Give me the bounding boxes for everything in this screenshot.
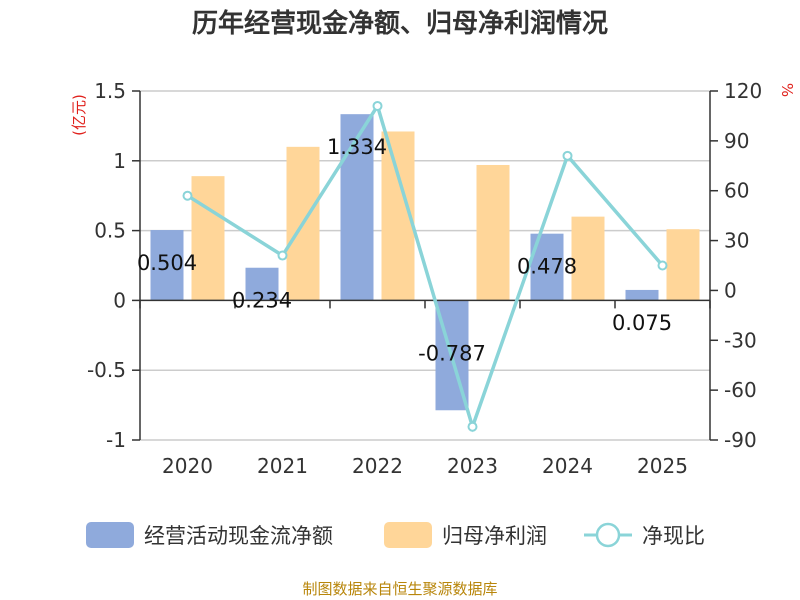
net-profit-bar-2020 bbox=[191, 176, 225, 301]
left-tick-label: -1 bbox=[106, 428, 126, 452]
cash-flow-bar-2020 bbox=[150, 230, 184, 301]
legend-swatch-cash-flow bbox=[86, 522, 134, 548]
left-tick-label: 0.5 bbox=[94, 219, 126, 243]
ratio-line-series bbox=[182, 100, 668, 433]
source-note: 制图数据来自恒生聚源数据库 bbox=[302, 580, 497, 598]
right-tick-label: 30 bbox=[724, 229, 749, 253]
left-tick-label: -0.5 bbox=[87, 358, 126, 382]
cash-flow-bar-2025 bbox=[625, 289, 659, 301]
legend-label-ratio: 净现比 bbox=[642, 524, 705, 548]
cash-flow-bar-2021 bbox=[245, 267, 279, 301]
ratio-point-2021 bbox=[277, 250, 288, 261]
left-axis-unit: (亿元) bbox=[70, 94, 88, 136]
right-tick-label: -30 bbox=[724, 328, 757, 352]
left-tick-label: 0 bbox=[113, 288, 126, 312]
right-axis-unit: % bbox=[778, 83, 796, 97]
x-tick-label-2021: 2021 bbox=[257, 454, 308, 478]
right-tick-label: 0 bbox=[724, 278, 737, 302]
right-tick-label: -60 bbox=[724, 378, 757, 402]
cash-flow-label-2025: 0.075 bbox=[612, 311, 672, 335]
ratio-point-2020 bbox=[182, 190, 193, 201]
net-profit-bar-2024 bbox=[571, 216, 605, 301]
right-tick-label: 60 bbox=[724, 179, 749, 203]
net-profit-bar-2023 bbox=[476, 164, 510, 301]
legend-swatch-net-profit bbox=[384, 522, 432, 548]
legend-label-net-profit: 归母净利润 bbox=[442, 524, 547, 548]
data-labels: 0.504 0.234 1.334 -0.787 0.478 0.075 bbox=[137, 135, 672, 365]
x-tick-label-2025: 2025 bbox=[637, 454, 688, 478]
ratio-line bbox=[186, 101, 664, 433]
left-tick-label: 1.5 bbox=[94, 79, 126, 103]
cash-flow-label-2023: -0.787 bbox=[418, 341, 486, 365]
chart-title: 历年经营现金净额、归母净利润情况 bbox=[192, 8, 608, 39]
net-profit-bar-2025 bbox=[666, 229, 700, 301]
cash-flow-label-2024: 0.478 bbox=[517, 255, 577, 279]
right-tick-label: 120 bbox=[724, 79, 762, 103]
ratio-point-2024 bbox=[562, 150, 573, 161]
right-tick-label: -90 bbox=[724, 428, 757, 452]
cash-flow-label-2020: 0.504 bbox=[137, 251, 197, 275]
ratio-point-2023 bbox=[467, 421, 478, 432]
left-tick-label: 1 bbox=[113, 149, 126, 173]
legend-marker-ratio bbox=[595, 522, 621, 548]
ratio-point-2022 bbox=[372, 100, 383, 111]
x-tick-label-2024: 2024 bbox=[542, 454, 593, 478]
x-tick-label-2022: 2022 bbox=[352, 454, 403, 478]
cash-flow-bar-2022 bbox=[340, 114, 374, 301]
x-tick-label-2020: 2020 bbox=[162, 454, 213, 478]
legend-label-cash-flow: 经营活动现金流净额 bbox=[144, 524, 333, 548]
axes: 1.5 1 0.5 0 -0.5 -1 120 90 60 30 0 -30 -60 -90 2020 202… bbox=[87, 79, 762, 478]
right-tick-label: 90 bbox=[724, 129, 749, 153]
ratio-point-2025 bbox=[657, 260, 668, 271]
cash-flow-label-2021: 0.234 bbox=[232, 289, 292, 313]
grid-lines bbox=[140, 90, 710, 441]
x-tick-label-2023: 2023 bbox=[447, 454, 498, 478]
cash-flow-label-2022: 1.334 bbox=[327, 135, 387, 159]
legend: 经营活动现金流净额 归母净利润 净现比 bbox=[86, 522, 705, 548]
